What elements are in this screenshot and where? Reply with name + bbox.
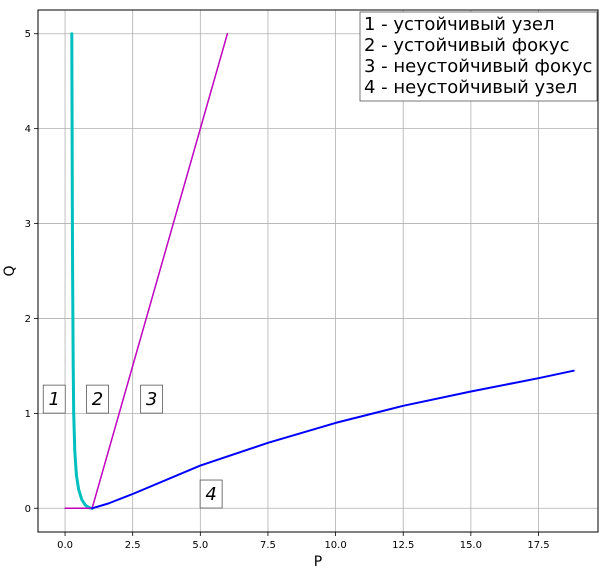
region-label-4: 4 — [199, 479, 223, 509]
x-tick-label: 7.5 — [260, 540, 276, 551]
y-tick-label: 0 — [25, 504, 31, 515]
x-tick-label: 0.0 — [57, 540, 73, 551]
x-tick-label: 17.5 — [527, 540, 549, 551]
series-group — [64, 32, 575, 510]
legend-line-3: 3 - неустойчивый фокус — [364, 56, 592, 77]
series-line-4 — [91, 369, 575, 510]
series-line-3 — [91, 32, 229, 510]
x-tick-label: 5.0 — [192, 540, 208, 551]
region-label-3: 3 — [140, 384, 164, 414]
x-tick-label: 10.0 — [324, 540, 346, 551]
x-tick-label: 12.5 — [392, 540, 414, 551]
region-label-1: 1 — [42, 384, 66, 414]
region-labels: 1 2 3 4 — [42, 384, 223, 509]
legend-line-2: 2 - устойчивый фокус — [364, 35, 570, 56]
y-tick-label: 4 — [25, 124, 31, 135]
y-tick-label: 2 — [25, 314, 31, 325]
legend-line-4: 4 - неустойчивый узел — [364, 77, 577, 98]
region-label-3-text: 3 — [146, 389, 157, 410]
region-label-2-text: 2 — [92, 389, 103, 410]
plot-frame — [37, 9, 599, 533]
region-label-2: 2 — [86, 384, 109, 414]
y-tick-label: 3 — [25, 219, 31, 230]
x-axis-label: P — [314, 554, 322, 570]
legend: 1 - устойчивый узел 2 - устойчивый фокус… — [359, 11, 598, 102]
legend-line-1: 1 - устойчивый узел — [364, 14, 555, 35]
x-tick-label: 2.5 — [125, 540, 141, 551]
series-line-1 — [70, 32, 94, 510]
region-label-1-text: 1 — [49, 389, 60, 410]
ticks: 0.0 2.5 5.0 7.5 10.0 12.5 15.0 17.5 0 1 2 3 4 5 — [25, 29, 550, 551]
x-tick-label: 15.0 — [460, 540, 482, 551]
y-tick-label: 1 — [25, 409, 31, 420]
region-label-4-text: 4 — [205, 484, 216, 505]
legend-box — [359, 11, 598, 102]
y-tick-label: 5 — [25, 29, 31, 40]
y-axis-label: Q — [2, 265, 18, 276]
